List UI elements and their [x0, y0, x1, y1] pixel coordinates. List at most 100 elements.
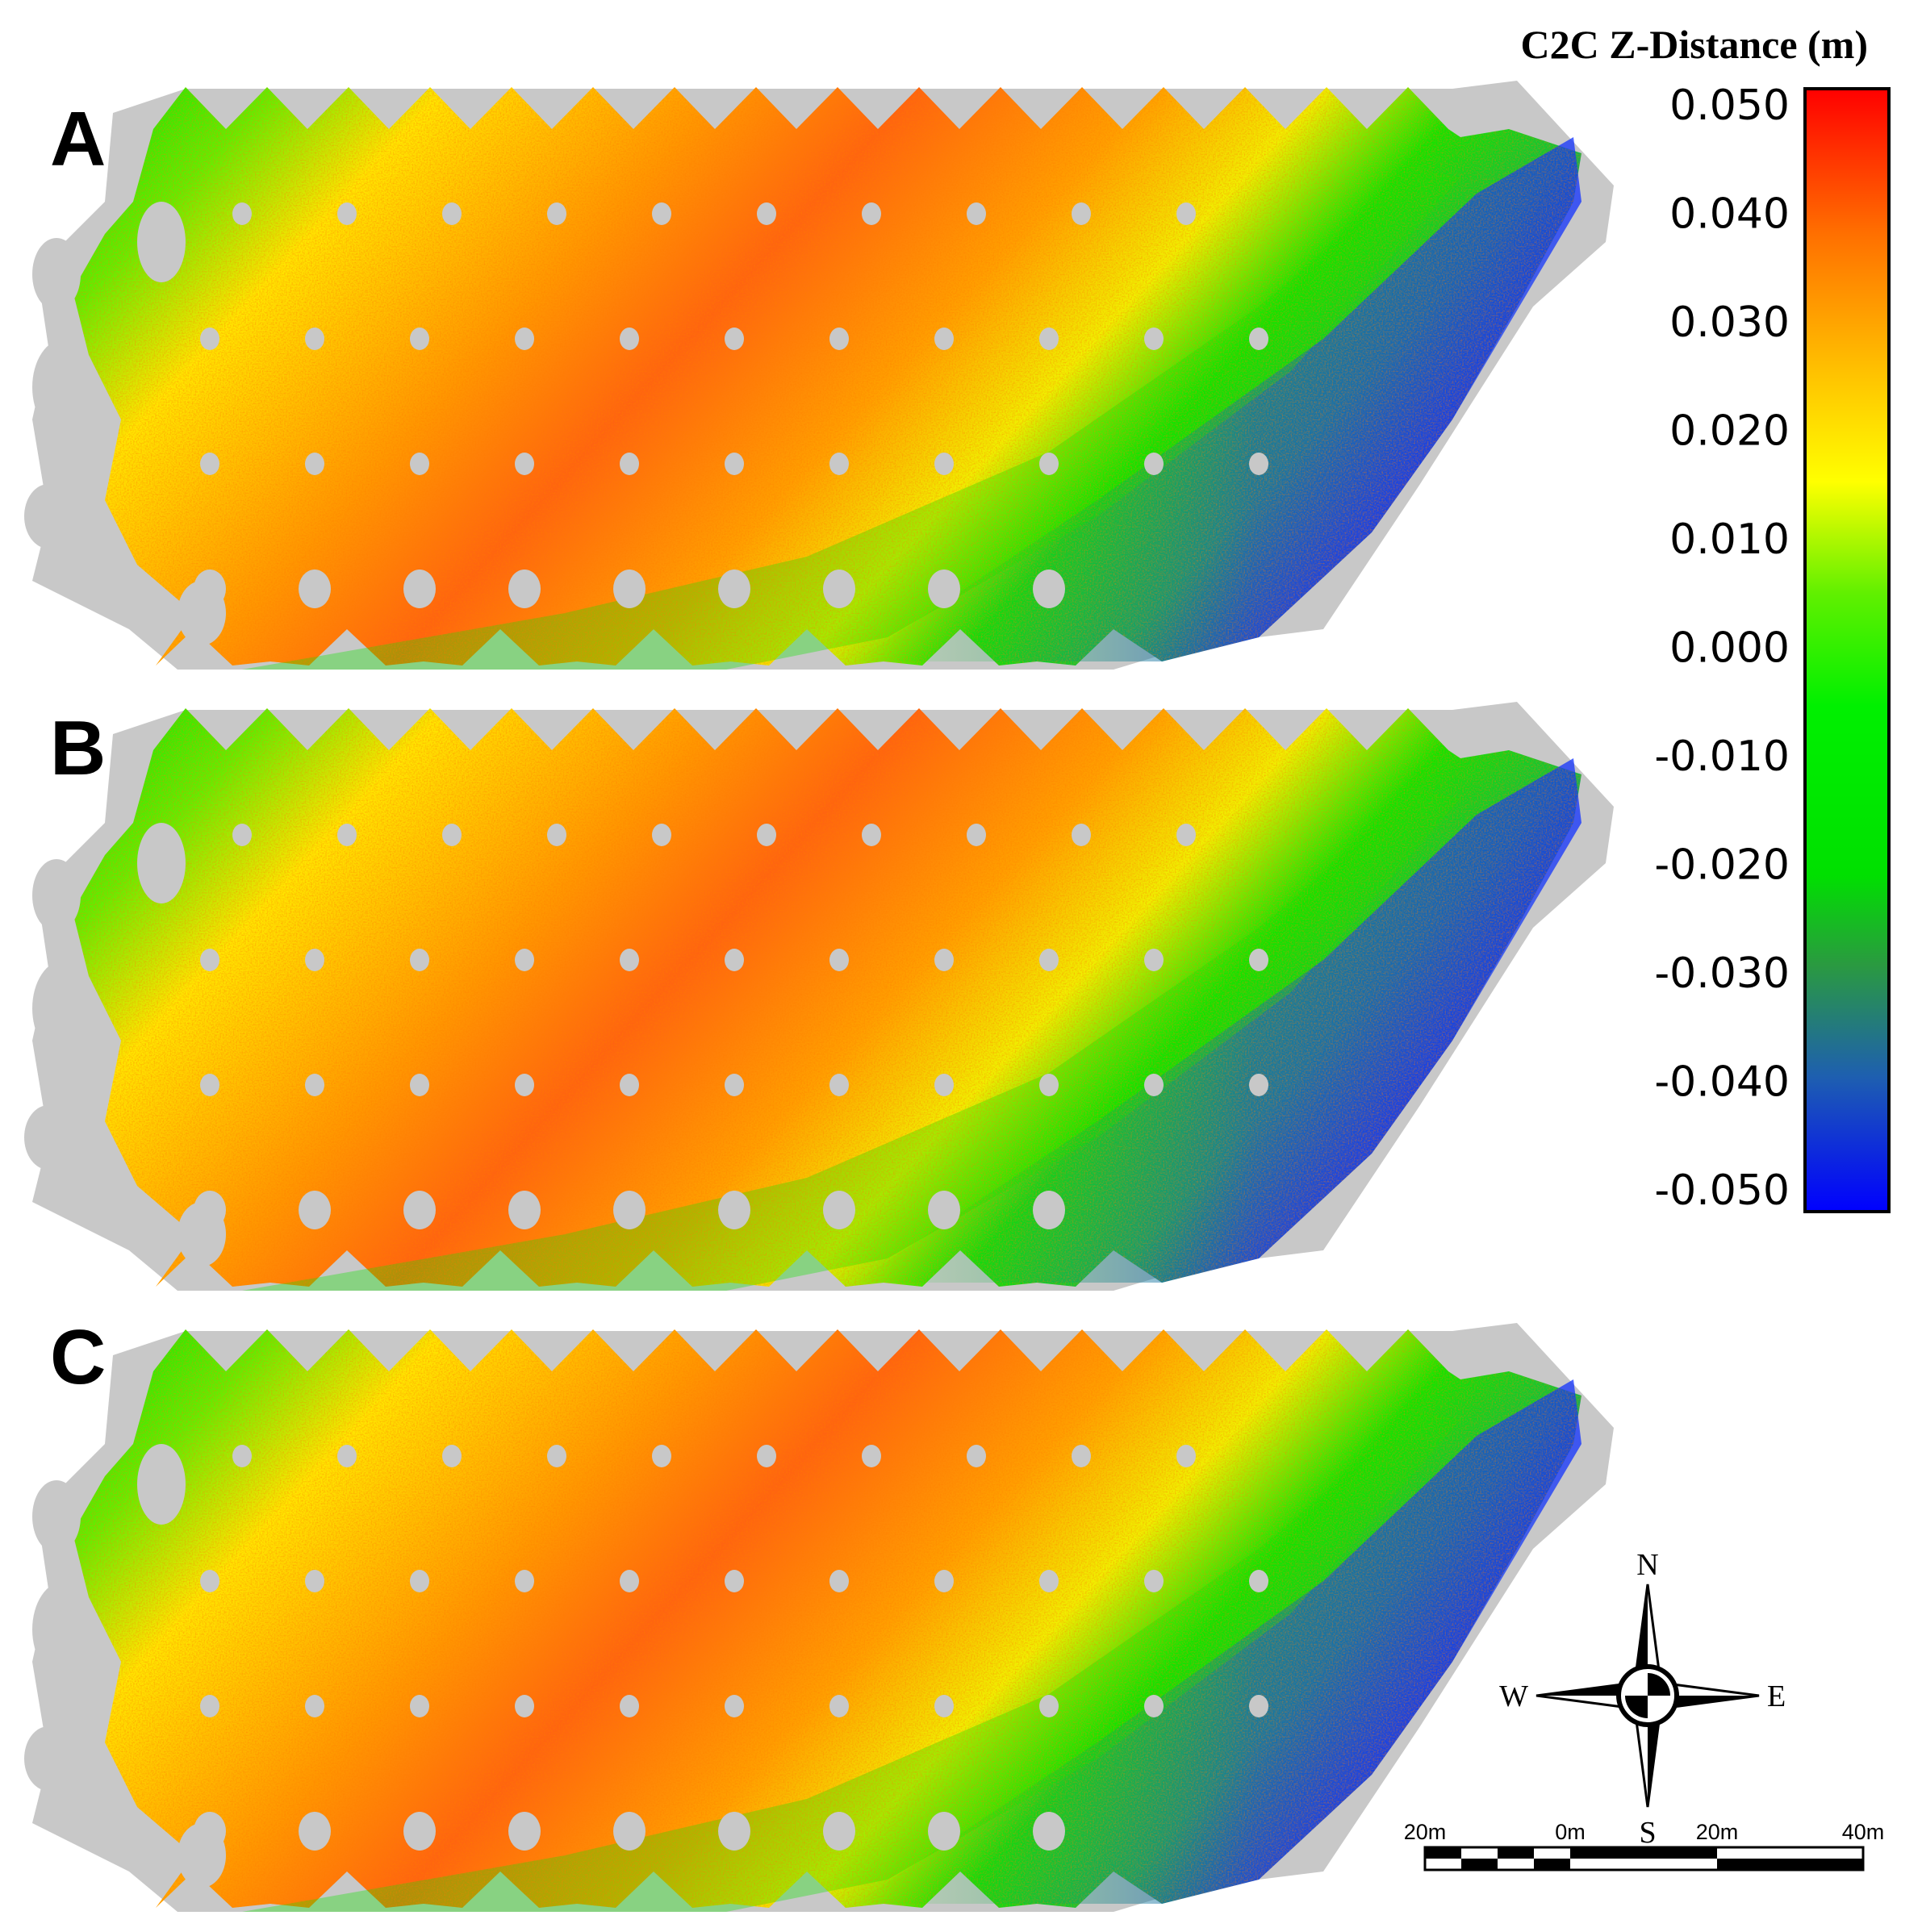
grid-hole [757, 1445, 776, 1467]
grid-hole [410, 1570, 429, 1592]
grid-hole [515, 328, 534, 350]
grid-hole [410, 1695, 429, 1717]
grid-hole [547, 824, 566, 846]
no-data-patch [32, 1581, 97, 1678]
compass-rose: N S E W [1499, 1548, 1786, 1850]
grid-hole [1249, 453, 1268, 475]
grid-hole [305, 1695, 324, 1717]
grid-hole [410, 1074, 429, 1096]
legend-color-bar [1803, 87, 1891, 1213]
scale-label-0: 20m [1404, 1820, 1447, 1844]
grid-hole [967, 1445, 986, 1467]
legend-tick-label: 0.010 [1669, 515, 1790, 564]
grid-hole [613, 1812, 646, 1851]
grid-hole [1176, 202, 1196, 225]
legend-tick-label: -0.020 [1654, 841, 1790, 890]
map-panels [24, 81, 1614, 1912]
color-legend: C2C Z-Distance (m) 0.0500.0400.0300.0200… [1521, 22, 1891, 1215]
grid-hole [1033, 570, 1065, 608]
grid-hole [862, 202, 881, 225]
grid-hole [718, 1812, 750, 1851]
grid-hole [1039, 949, 1059, 971]
grid-hole [200, 328, 219, 350]
grid-hole [829, 949, 849, 971]
scale-bar-blocks [1425, 1847, 1863, 1870]
grid-hole [725, 1074, 744, 1096]
grid-hole [442, 824, 462, 846]
grid-hole [652, 824, 671, 846]
grid-hole [934, 453, 954, 475]
grid-hole [200, 949, 219, 971]
grid-hole [652, 1445, 671, 1467]
legend-ticks: 0.050 0.040 0.030 0.020 0.010 0.000 -0.010 -0.0… [1654, 81, 1790, 1215]
grid-hole [718, 1191, 750, 1229]
no-data-patch [178, 581, 226, 645]
grid-hole [403, 1191, 436, 1229]
grid-hole [1039, 328, 1059, 350]
legend-title: C2C Z-Distance (m) [1521, 22, 1868, 67]
grid-hole [1072, 1445, 1091, 1467]
grid-hole [620, 328, 639, 350]
compass-west-label: W [1499, 1680, 1528, 1713]
grid-hole [1176, 824, 1196, 846]
grid-hole [725, 328, 744, 350]
legend-tick-label: 0.040 [1669, 190, 1790, 239]
panel-label-c: C [50, 1314, 106, 1400]
grid-hole [862, 824, 881, 846]
grid-hole [200, 1695, 219, 1717]
grid-hole [934, 949, 954, 971]
no-data-patch [24, 1105, 73, 1170]
grid-hole [442, 202, 462, 225]
no-data-patch [24, 484, 73, 549]
grid-hole [757, 824, 776, 846]
grid-hole [200, 1570, 219, 1592]
no-data-patch [137, 823, 186, 903]
grid-hole [620, 1695, 639, 1717]
grid-hole [1072, 202, 1091, 225]
grid-hole [620, 1074, 639, 1096]
grid-hole [1144, 453, 1164, 475]
grid-hole [200, 453, 219, 475]
scale-label-3: 40m [1842, 1820, 1885, 1844]
legend-tick-label: -0.050 [1654, 1166, 1790, 1215]
grid-hole [1033, 1812, 1065, 1851]
legend-tick-label: 0.050 [1669, 81, 1790, 130]
grid-hole [508, 1812, 541, 1851]
no-data-patch [32, 859, 81, 932]
grid-hole [305, 453, 324, 475]
grid-hole [1039, 1570, 1059, 1592]
grid-hole [232, 202, 252, 225]
grid-hole [403, 1812, 436, 1851]
grid-hole [305, 328, 324, 350]
grid-hole [1176, 1445, 1196, 1467]
grid-hole [299, 1812, 331, 1851]
grid-hole [829, 453, 849, 475]
grid-hole [1039, 453, 1059, 475]
grid-hole [652, 202, 671, 225]
grid-hole [410, 949, 429, 971]
legend-tick-label: 0.020 [1669, 407, 1790, 456]
map-panel-b [24, 702, 1614, 1291]
legend-tick-label: 0.000 [1669, 624, 1790, 673]
map-panel-a [24, 81, 1614, 670]
grid-hole [620, 1570, 639, 1592]
compass-north-label: N [1636, 1548, 1658, 1582]
grid-hole [725, 1695, 744, 1717]
grid-hole [757, 202, 776, 225]
grid-hole [337, 1445, 357, 1467]
grid-hole [305, 1570, 324, 1592]
grid-hole [934, 1570, 954, 1592]
grid-hole [547, 202, 566, 225]
grid-hole [515, 949, 534, 971]
grid-hole [967, 202, 986, 225]
no-data-patch [137, 1444, 186, 1525]
grid-hole [515, 1695, 534, 1717]
grid-hole [613, 1191, 646, 1229]
grid-hole [299, 570, 331, 608]
panel-label-a: A [50, 96, 106, 182]
grid-hole [403, 570, 436, 608]
legend-tick-label: 0.030 [1669, 298, 1790, 347]
legend-tick-label: -0.010 [1654, 732, 1790, 781]
compass-south-label: S [1639, 1816, 1656, 1850]
grid-hole [829, 328, 849, 350]
